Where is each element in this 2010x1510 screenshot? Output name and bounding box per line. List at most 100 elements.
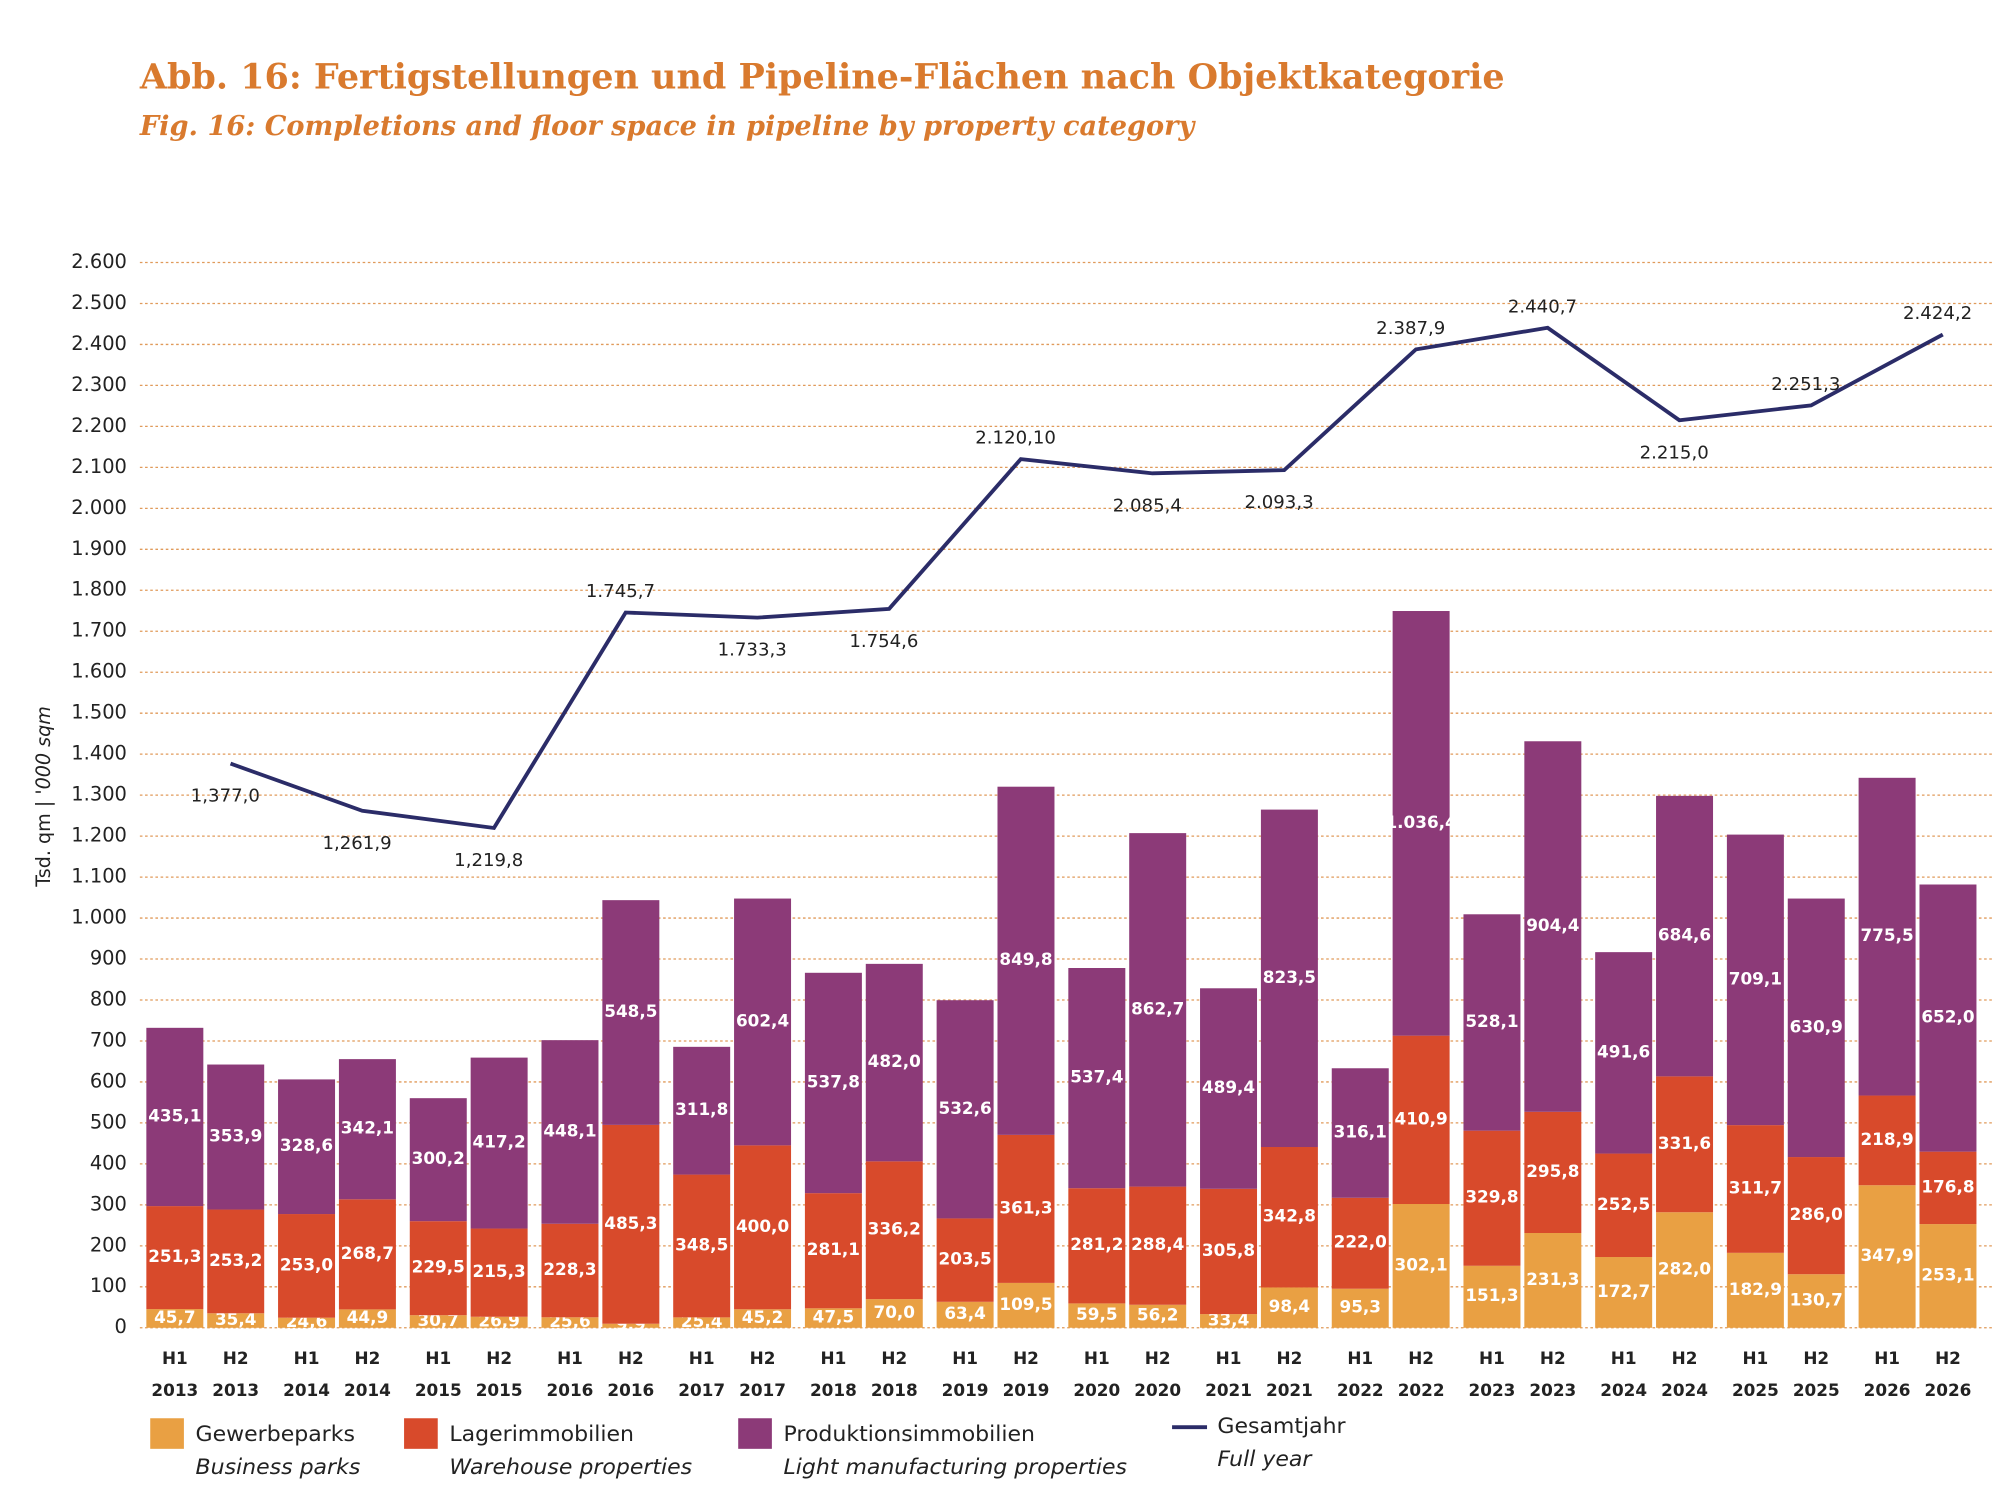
bar-segment (207, 1209, 265, 1314)
bar-segment (146, 1027, 204, 1207)
value-label: 630,9 (1790, 1016, 1843, 1036)
value-label: 491,6 (1597, 1041, 1650, 1061)
y-tick-label: 1.700 (71, 619, 127, 642)
value-label: 252,5 (1597, 1194, 1650, 1214)
value-label: 98,4 (1269, 1296, 1311, 1316)
legend-label: Produktionsimmobilien (784, 1422, 1035, 1447)
x-tick-label: 2021 (1205, 1380, 1252, 1400)
bar-segment (1787, 1274, 1845, 1328)
x-tick-label: 2021 (1266, 1380, 1313, 1400)
line-label: 2.085,4 (1113, 496, 1182, 517)
y-tick-label: 1.100 (71, 865, 127, 888)
x-tick-label: 2024 (1600, 1380, 1647, 1400)
value-label: 347,9 (1860, 1245, 1913, 1265)
x-tick-label: H1 (952, 1348, 978, 1368)
value-label: 482,0 (868, 1051, 921, 1071)
y-tick-label: 800 (90, 988, 127, 1011)
bar-segment (1392, 1204, 1450, 1328)
value-label: 862,7 (1131, 998, 1184, 1018)
bar-segment (1524, 1233, 1582, 1328)
x-tick-label: 2017 (739, 1380, 786, 1400)
value-label: 1.036,4 (1385, 812, 1456, 832)
value-label: 228,3 (543, 1259, 596, 1279)
value-label: 251,3 (148, 1246, 201, 1266)
bar-segment (804, 1193, 862, 1309)
bar-segment (1726, 1252, 1784, 1328)
value-label: 849,8 (999, 949, 1052, 969)
x-tick-label: H2 (1277, 1348, 1303, 1368)
value-label: 253,2 (209, 1250, 262, 1270)
x-tick-label: 2017 (678, 1380, 725, 1400)
x-tick-label: H1 (1611, 1348, 1637, 1368)
y-tick-label: 200 (90, 1233, 127, 1256)
bar-segment (207, 1064, 265, 1210)
value-label: 361,3 (999, 1197, 1052, 1217)
y-tick-label: 2.500 (71, 291, 127, 314)
bar-segment (1858, 1185, 1916, 1328)
line-label: 2.120,10 (975, 428, 1056, 449)
value-label: 130,7 (1790, 1290, 1843, 1310)
bar-segment (1068, 1188, 1126, 1304)
x-tick-label: H1 (1216, 1348, 1242, 1368)
x-tick-label: H2 (223, 1348, 249, 1368)
x-tick-label: 2020 (1073, 1380, 1120, 1400)
x-tick-label: H2 (486, 1348, 512, 1368)
bar-segment (804, 972, 862, 1194)
value-label: 231,3 (1526, 1269, 1579, 1289)
value-label: 489,4 (1202, 1077, 1255, 1097)
x-tick-label: 2018 (810, 1380, 857, 1400)
x-tick-label: H1 (162, 1348, 188, 1368)
value-label: 35,4 (215, 1309, 257, 1329)
value-label: 253,0 (280, 1254, 333, 1274)
x-tick-label: 2016 (607, 1380, 654, 1400)
line-label: 2.387,9 (1376, 318, 1445, 339)
y-tick-label: 1.500 (71, 701, 127, 724)
bar-segment (1200, 988, 1258, 1189)
legend-label-en: Full year (1217, 1447, 1313, 1472)
value-label: 151,3 (1465, 1285, 1518, 1305)
x-tick-label: H1 (689, 1348, 715, 1368)
value-label: 485,3 (604, 1213, 657, 1233)
x-tick-label: H1 (1347, 1348, 1373, 1368)
bar-segment (338, 1309, 396, 1328)
value-label: 537,8 (807, 1072, 860, 1092)
bar-segment (278, 1317, 336, 1328)
legend-swatch (404, 1418, 438, 1449)
value-label: 342,1 (341, 1118, 394, 1138)
bar-segment (673, 1174, 731, 1318)
value-label: 528,1 (1465, 1011, 1518, 1031)
x-tick-label: 2025 (1793, 1380, 1840, 1400)
line-label: 2.440,7 (1508, 296, 1577, 317)
bar-segment (734, 1309, 792, 1328)
value-label: 348,5 (675, 1235, 728, 1255)
x-tick-label: H2 (1013, 1348, 1039, 1368)
x-tick-label: 2025 (1732, 1380, 1779, 1400)
y-tick-label: 2.000 (71, 496, 127, 519)
line-label: 2.424,2 (1903, 303, 1972, 324)
value-label: 329,8 (1465, 1187, 1518, 1207)
bar-segment (1200, 1188, 1258, 1315)
legend-label: Lagerimmobilien (449, 1422, 634, 1447)
x-tick-label: H1 (1479, 1348, 1505, 1368)
bar-segment (1129, 833, 1187, 1187)
value-label: 222,0 (1334, 1232, 1387, 1252)
y-axis-label-en: '000 sqm (31, 706, 54, 795)
value-label: 182,9 (1729, 1279, 1782, 1299)
bar-segment (409, 1098, 467, 1222)
bar-segment (207, 1313, 265, 1328)
value-label: 331,6 (1658, 1133, 1711, 1153)
bar-segment (1919, 1224, 1977, 1328)
y-tick-label: 400 (90, 1151, 127, 1174)
legend-swatch (150, 1418, 184, 1449)
bar-segment (541, 1040, 599, 1224)
bar-segment (541, 1317, 599, 1328)
line-label: 1,219,8 (454, 850, 523, 871)
x-tick-label: H2 (881, 1348, 907, 1368)
bar-segment (1463, 1130, 1521, 1266)
value-label: 537,4 (1070, 1067, 1123, 1087)
value-label: 70,0 (874, 1302, 916, 1322)
line-label: 2.215,0 (1640, 442, 1709, 463)
bar-segment (1392, 611, 1450, 1036)
y-tick-label: 2.200 (71, 414, 127, 437)
line-label: 1,377,0 (191, 786, 260, 807)
